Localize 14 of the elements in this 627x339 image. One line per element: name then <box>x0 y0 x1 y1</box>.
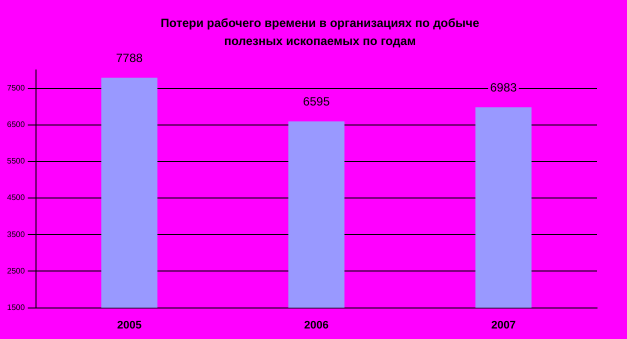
chart-title: Потери рабочего времени в организациях по добыче полезных ископаемых по годам <box>160 15 480 50</box>
y-tick-label: 3500 <box>7 230 26 239</box>
data-label: 6983 <box>490 80 518 95</box>
x-tick-label: 2007 <box>491 319 516 332</box>
x-tick-label: 2006 <box>304 319 329 332</box>
y-tick-label: 1500 <box>7 303 26 312</box>
y-tick-label: 5500 <box>7 156 26 166</box>
y-tick-label: 2500 <box>7 266 26 276</box>
y-tick-label: 6500 <box>7 120 26 130</box>
x-tick-label: 2005 <box>117 319 142 332</box>
data-label: 6595 <box>303 94 330 109</box>
y-tick-label: 4500 <box>7 193 26 202</box>
y-tick-label: 7500 <box>7 83 26 92</box>
data-label: 7788 <box>116 51 143 66</box>
